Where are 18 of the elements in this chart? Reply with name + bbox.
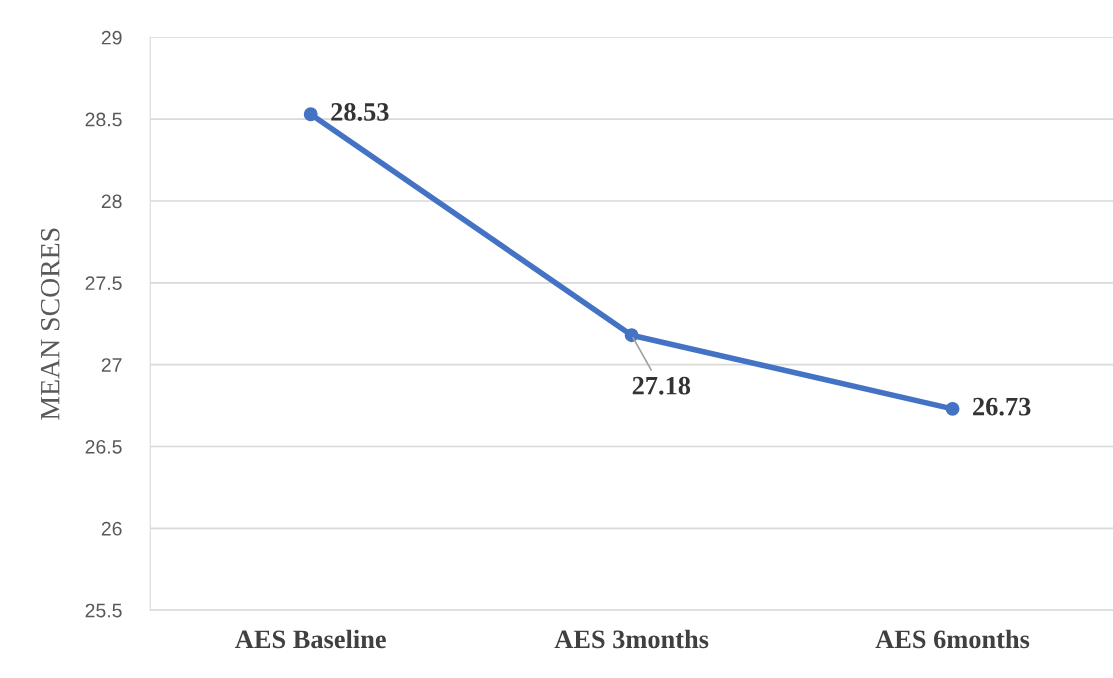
data-label: 28.53 bbox=[331, 103, 389, 121]
y-tick-label: 28.5 bbox=[85, 112, 122, 127]
point bbox=[303, 107, 318, 122]
y-tick-label: 26.5 bbox=[85, 439, 122, 454]
x-tick-label: AES 3months bbox=[554, 629, 709, 649]
y-axis-title: MEAN SCORES bbox=[40, 228, 60, 420]
x-tick-label: AES Baseline bbox=[235, 629, 386, 649]
y-tick-label: 26 bbox=[101, 521, 122, 536]
point bbox=[945, 401, 960, 416]
data-label: 26.73 bbox=[973, 397, 1031, 416]
y-tick-label: 27.5 bbox=[85, 276, 122, 291]
y-tick-label: 29 bbox=[101, 30, 122, 45]
point bbox=[624, 328, 639, 343]
y-tick-label: 25.5 bbox=[85, 603, 122, 618]
y-tick-label: 27 bbox=[101, 358, 122, 372]
x-tick-label: AES 6months bbox=[875, 629, 1030, 649]
y-tick-label: 28 bbox=[101, 194, 122, 209]
data-label: 27.18 bbox=[632, 376, 691, 395]
